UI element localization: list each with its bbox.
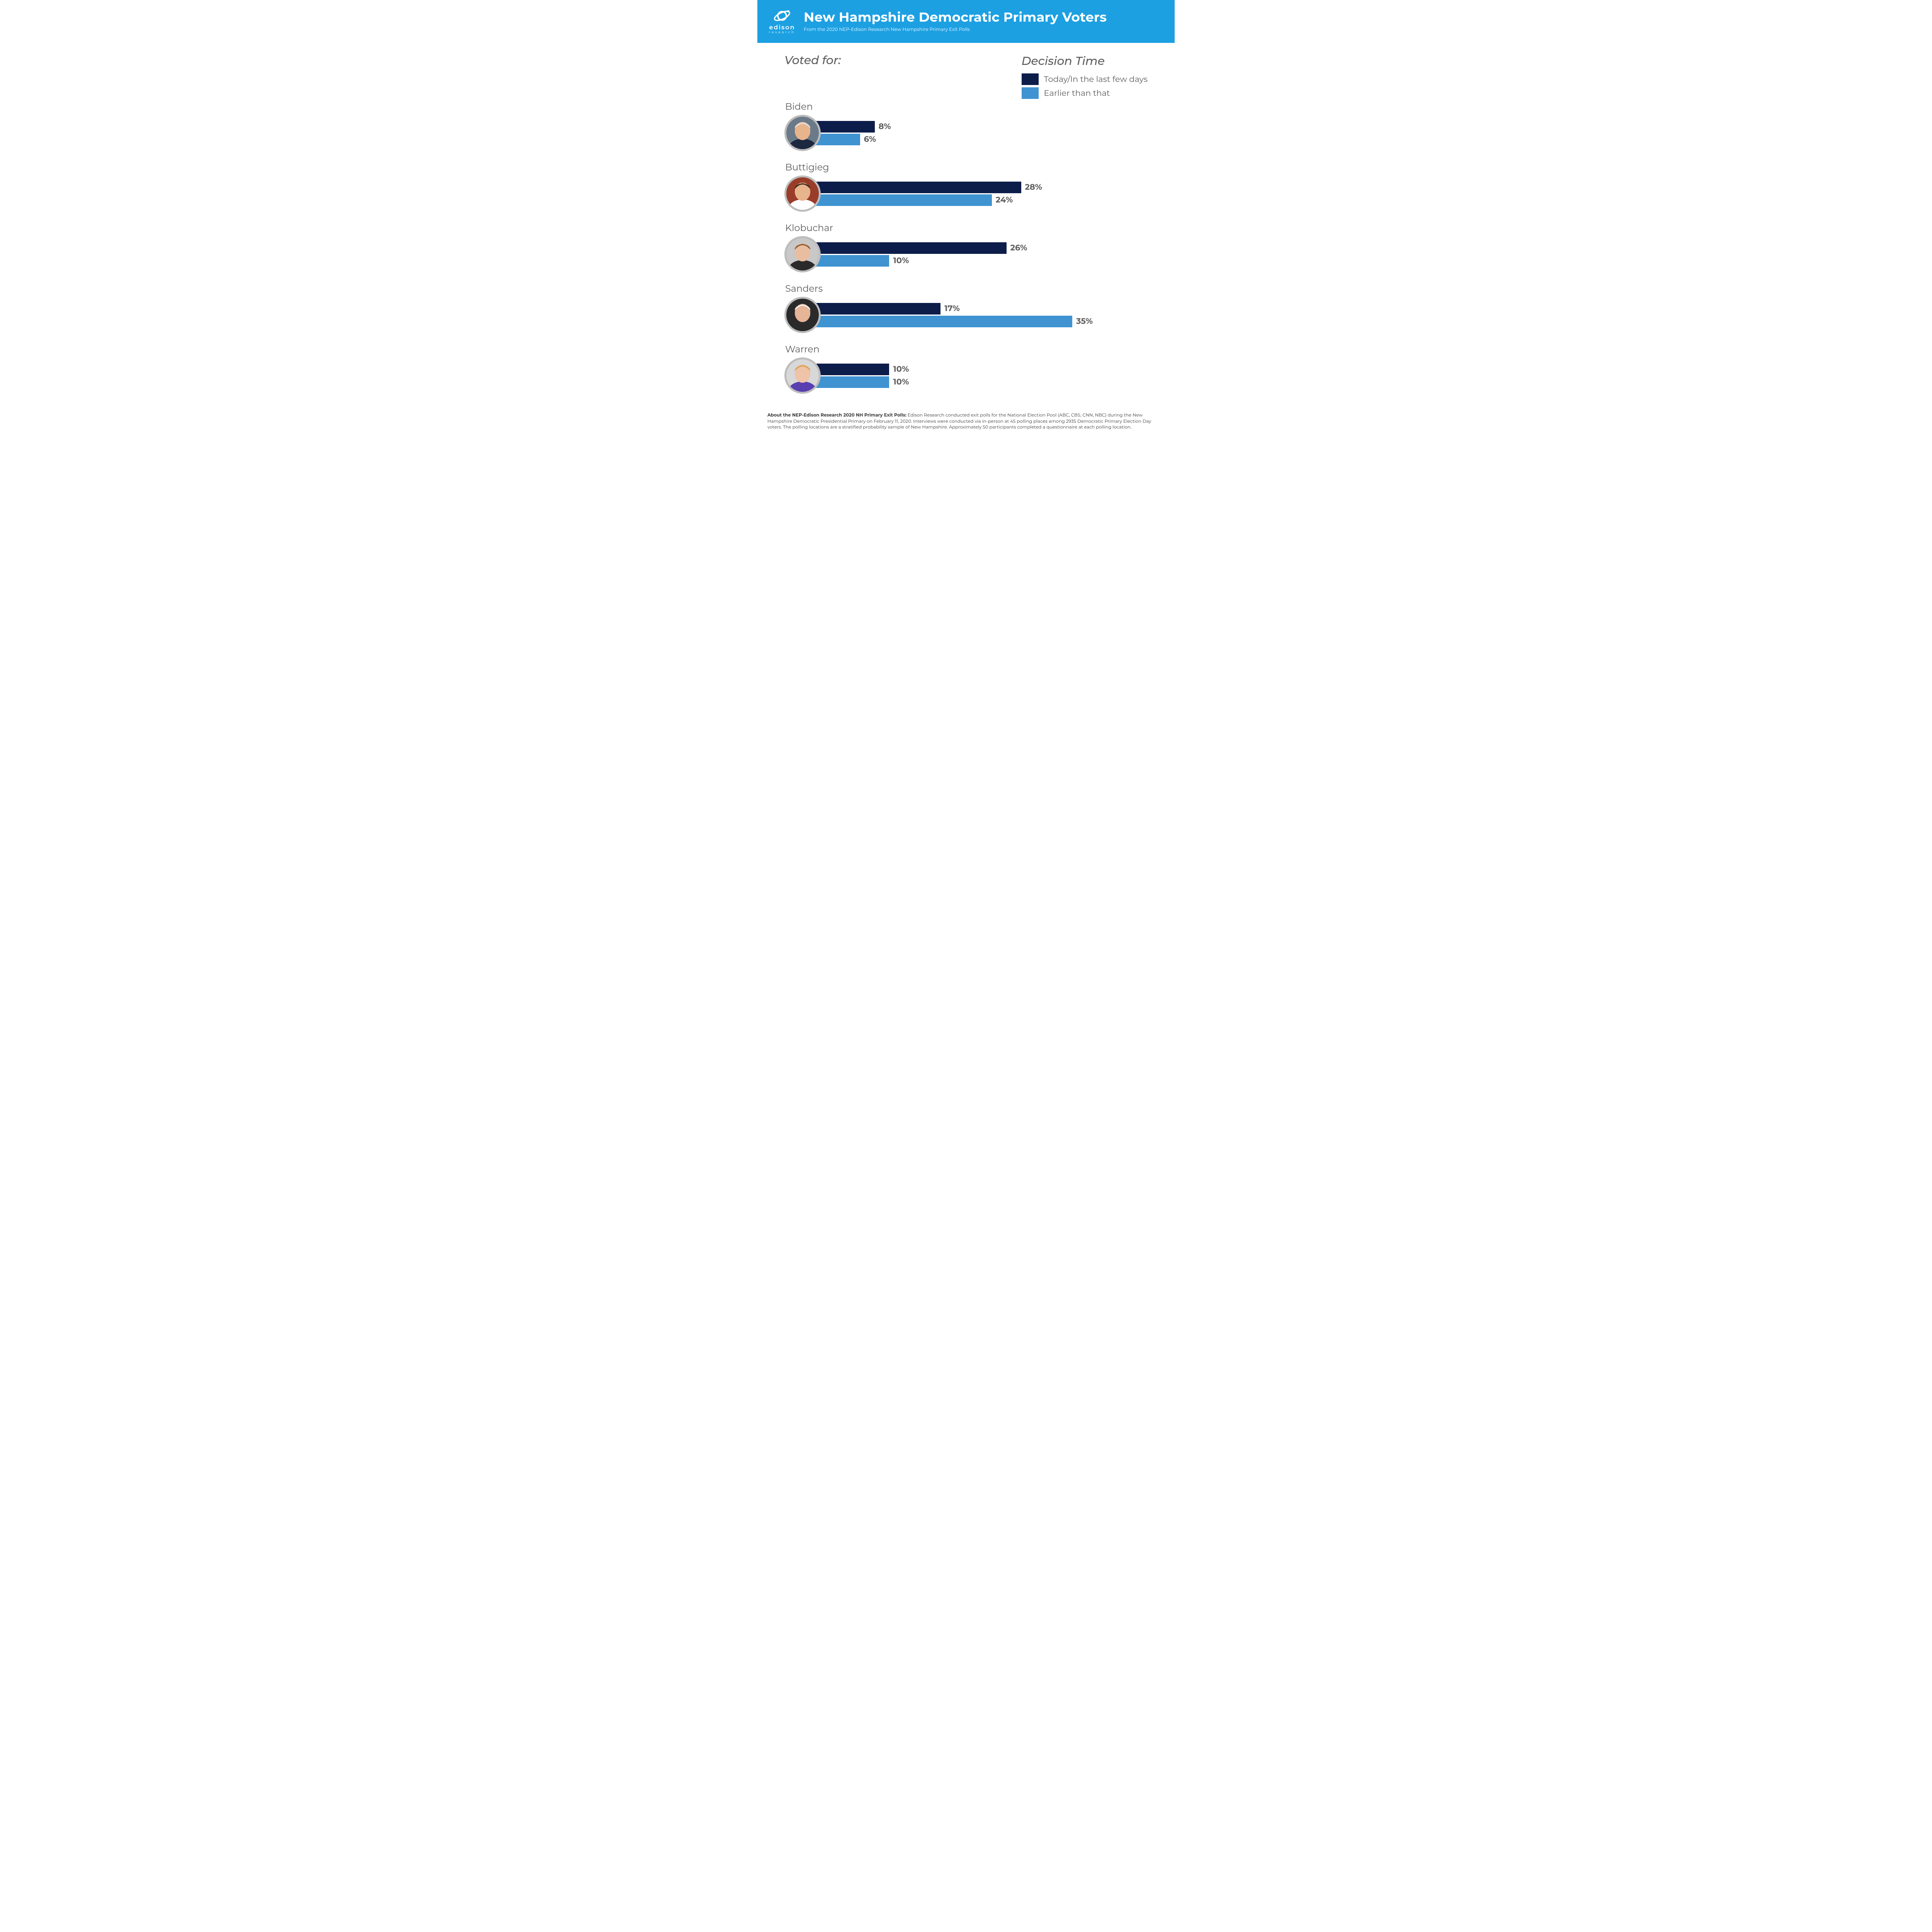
- bar-row: 10%: [816, 364, 1148, 375]
- bar-value: 10%: [893, 364, 909, 374]
- bar-value: 28%: [1025, 182, 1042, 192]
- candidate-body: 8%6%: [784, 115, 1148, 151]
- candidate-name: Warren: [785, 344, 1148, 355]
- bar-row: 6%: [816, 134, 1148, 145]
- footer-bold: About the NEP-Edison Research 2020 NH Pr…: [767, 412, 906, 418]
- bars-column: 8%6%: [816, 120, 1148, 146]
- bar: [816, 376, 889, 388]
- candidates-list: Biden 8%6% Buttigieg 28% 24% Klobuchar 26% 1…: [784, 101, 1148, 394]
- header-text: New Hampshire Democratic Primary Voters …: [804, 9, 1107, 32]
- bar-row: 8%: [816, 121, 1148, 133]
- candidate-block: Buttigieg 28% 24%: [784, 162, 1148, 212]
- bar: [816, 194, 992, 206]
- candidate-name: Biden: [785, 101, 1148, 112]
- candidate-block: Klobuchar 26% 10%: [784, 223, 1148, 272]
- legend-swatch: [1022, 87, 1039, 99]
- edison-logo: edison research: [768, 7, 796, 34]
- candidate-avatar: [784, 175, 821, 212]
- bar: [816, 364, 889, 375]
- bar-row: 10%: [816, 255, 1148, 267]
- legend-label: Earlier than that: [1044, 88, 1110, 98]
- header-banner: edison research New Hampshire Democratic…: [757, 0, 1175, 43]
- bar-value: 24%: [996, 195, 1013, 205]
- voted-for-title: Voted for:: [784, 53, 841, 67]
- page-title: New Hampshire Democratic Primary Voters: [804, 9, 1107, 25]
- bars-column: 26% 10%: [816, 241, 1148, 268]
- candidate-body: 26% 10%: [784, 236, 1148, 272]
- content-area: Voted for: Decision Time Today/In the la…: [757, 43, 1175, 412]
- bar: [816, 121, 875, 133]
- bar-row: 17%: [816, 303, 1148, 315]
- legend-swatch: [1022, 73, 1039, 85]
- bars-column: 28% 24%: [816, 180, 1148, 207]
- bar-value: 10%: [893, 377, 909, 387]
- legend-label: Today/In the last few days: [1044, 75, 1148, 84]
- legend-row: Today/In the last few days: [1022, 73, 1148, 85]
- bar: [816, 255, 889, 267]
- bar-value: 17%: [944, 304, 960, 313]
- bar-value: 26%: [1010, 243, 1027, 253]
- bar-row: 28%: [816, 182, 1148, 193]
- candidate-body: 17% 35%: [784, 297, 1148, 333]
- candidate-body: 10%10%: [784, 357, 1148, 394]
- bar: [816, 242, 1007, 254]
- bar-row: 35%: [816, 316, 1148, 327]
- candidate-name: Buttigieg: [785, 162, 1148, 173]
- bars-column: 17% 35%: [816, 302, 1148, 328]
- bar: [816, 316, 1072, 327]
- planet-icon: [773, 7, 791, 25]
- footer-note: About the NEP-Edison Research 2020 NH Pr…: [757, 412, 1175, 440]
- logo-text-sub: research: [769, 31, 795, 34]
- bar: [816, 303, 940, 315]
- legend-block: Decision Time Today/In the last few days…: [1022, 54, 1148, 101]
- candidate-block: Sanders 17% 35%: [784, 283, 1148, 333]
- bar-value: 35%: [1076, 316, 1093, 326]
- top-row: Voted for: Decision Time Today/In the la…: [784, 53, 1148, 101]
- candidate-block: Biden 8%6%: [784, 101, 1148, 151]
- bar-row: 24%: [816, 194, 1148, 206]
- bar-value: 10%: [893, 256, 909, 265]
- candidate-body: 28% 24%: [784, 175, 1148, 212]
- bar: [816, 134, 860, 145]
- bar-row: 10%: [816, 376, 1148, 388]
- page-subtitle: From the 2020 NEP-Edison Research New Ha…: [804, 27, 1107, 32]
- candidate-avatar: [784, 297, 821, 333]
- candidate-name: Klobuchar: [785, 223, 1148, 234]
- candidate-block: Warren 10%10%: [784, 344, 1148, 394]
- bar-value: 6%: [864, 134, 876, 144]
- candidate-avatar: [784, 357, 821, 394]
- candidate-avatar: [784, 115, 821, 151]
- bars-column: 10%10%: [816, 362, 1148, 389]
- legend-title: Decision Time: [1022, 54, 1148, 68]
- candidate-avatar: [784, 236, 821, 272]
- bar: [816, 182, 1021, 193]
- bar-value: 8%: [879, 122, 891, 131]
- bar-row: 26%: [816, 242, 1148, 254]
- candidate-name: Sanders: [785, 283, 1148, 294]
- legend-row: Earlier than that: [1022, 87, 1148, 99]
